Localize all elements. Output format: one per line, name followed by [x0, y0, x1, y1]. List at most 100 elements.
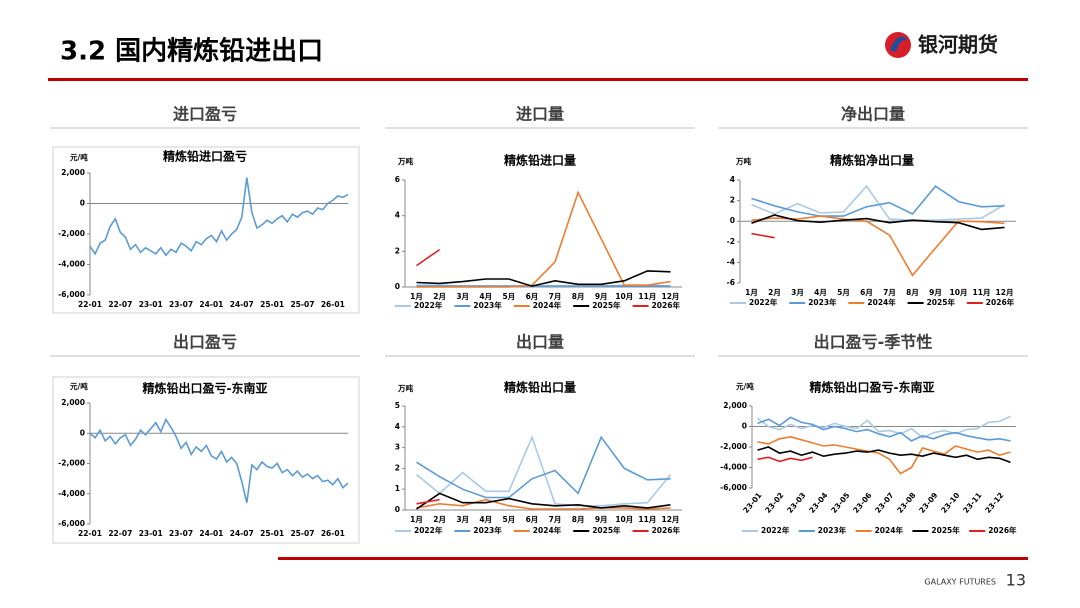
axis-unit: 万吨 [397, 156, 413, 166]
x-tick-label: 2月 [433, 292, 446, 301]
legend-label: 2026年 [988, 525, 1017, 535]
series-line [416, 492, 671, 510]
section-title: 进口盈亏 [173, 105, 237, 124]
section-title: 进口量 [516, 105, 564, 124]
x-tick-label: 9月 [929, 288, 942, 297]
x-tick-label: 23-02 [763, 491, 785, 515]
y-tick-label: 3 [395, 443, 400, 452]
legend-label: 2026年 [986, 297, 1015, 307]
y-tick-label: -6 [727, 278, 735, 287]
y-tick-label: 2 [730, 196, 735, 205]
legend-label: 2026年 [652, 300, 681, 310]
chart-title: 精炼铅净出口量 [830, 153, 914, 168]
y-tick-label: 2,000 [61, 398, 85, 407]
series-line [89, 417, 349, 503]
x-tick-label: 26-01 [321, 529, 345, 538]
x-tick-label: 22-07 [108, 529, 132, 538]
x-tick-label: 11月 [638, 292, 656, 301]
y-tick-label: 2,000 [61, 168, 85, 177]
y-tick-label: 4 [395, 422, 400, 431]
x-tick-label: 23-04 [807, 491, 829, 515]
x-tick-label: 6月 [526, 515, 539, 524]
legend-label: 2022年 [761, 525, 790, 535]
x-tick-label: 26-01 [321, 300, 345, 309]
section-title: 出口盈亏-季节性 [814, 333, 933, 352]
y-tick-label: 2,000 [723, 401, 747, 410]
x-tick-label: 23-08 [895, 491, 917, 515]
x-tick-label: 7月 [549, 515, 562, 524]
y-tick-label: -2,000 [720, 442, 747, 451]
legend-label: 2023年 [808, 297, 837, 307]
legend-label: 2023年 [473, 525, 502, 535]
axis-unit: 元/吨 [736, 381, 754, 391]
x-tick-label: 8月 [572, 292, 585, 301]
chart-frame [52, 376, 360, 544]
y-tick-label: 0 [395, 505, 400, 514]
x-tick-label: 5月 [837, 288, 850, 297]
x-tick-label: 24-01 [199, 529, 223, 538]
x-tick-label: 22-01 [78, 300, 102, 309]
y-tick-label: 5 [395, 401, 400, 410]
y-tick-label: 0 [730, 216, 735, 225]
y-tick-label: 0 [80, 428, 85, 437]
x-tick-label: 12月 [661, 292, 679, 301]
legend-label: 2024年 [875, 525, 904, 535]
series-line [751, 184, 1005, 221]
y-tick-label: 1 [395, 484, 400, 493]
chart-frame [52, 146, 360, 314]
y-tick-label: 2 [395, 463, 400, 472]
x-tick-label: 10月 [950, 288, 968, 297]
x-tick-label: 2月 [433, 515, 446, 524]
y-tick-label: -4,000 [720, 463, 747, 472]
x-tick-label: 1月 [410, 292, 423, 301]
x-tick-label: 6月 [526, 292, 539, 301]
series-line [751, 232, 775, 239]
x-tick-label: 11月 [638, 515, 656, 524]
x-tick-label: 23-03 [785, 491, 807, 515]
y-tick-label: 0 [742, 422, 747, 431]
legend-label: 2023年 [818, 525, 847, 535]
axis-unit: 元/吨 [70, 381, 88, 391]
x-tick-label: 23-06 [851, 491, 873, 515]
y-tick-label: 0 [80, 199, 85, 208]
x-tick-label: 22-07 [108, 300, 132, 309]
series-line [89, 177, 349, 257]
x-tick-label: 25-01 [260, 300, 284, 309]
x-tick-label: 12月 [661, 515, 679, 524]
x-tick-label: 3月 [791, 288, 804, 297]
x-tick-label: 4月 [479, 515, 492, 524]
series-line [415, 434, 672, 507]
section-title: 出口盈亏 [173, 333, 237, 352]
footer-brand: GALAXY FUTURES [924, 578, 996, 587]
x-tick-label: 11月 [973, 288, 991, 297]
legend-label: 2025年 [927, 297, 956, 307]
chart-title: 精炼铅进口量 [504, 153, 576, 168]
y-tick-label: -6,000 [720, 483, 747, 492]
section-title: 净出口量 [841, 105, 905, 124]
y-tick-label: 4 [395, 211, 400, 220]
x-tick-label: 5月 [503, 515, 516, 524]
x-tick-label: 8月 [572, 515, 585, 524]
x-tick-label: 4月 [814, 288, 827, 297]
y-tick-label: -2 [727, 237, 735, 246]
x-tick-label: 23-11 [961, 491, 983, 515]
x-tick-label: 4月 [479, 292, 492, 301]
x-tick-label: 3月 [456, 515, 469, 524]
series-line [757, 446, 1011, 464]
legend-label: 2024年 [533, 525, 562, 535]
x-tick-label: 23-07 [169, 529, 193, 538]
series-line [416, 248, 441, 267]
x-tick-label: 5月 [503, 292, 516, 301]
x-tick-label: 24-07 [230, 529, 254, 538]
x-tick-label: 2月 [768, 288, 781, 297]
x-tick-label: 23-12 [983, 491, 1005, 515]
x-tick-label: 8月 [906, 288, 919, 297]
x-tick-label: 25-07 [290, 300, 314, 309]
y-tick-label: -2,000 [58, 229, 85, 238]
logo-swoosh [890, 36, 908, 52]
series-line [757, 416, 1011, 442]
x-tick-label: 10月 [615, 292, 633, 301]
chart-title: 精炼铅出口盈亏-东南亚 [143, 381, 268, 396]
brand: 银河期货 [918, 33, 998, 57]
series-line [751, 214, 1005, 231]
